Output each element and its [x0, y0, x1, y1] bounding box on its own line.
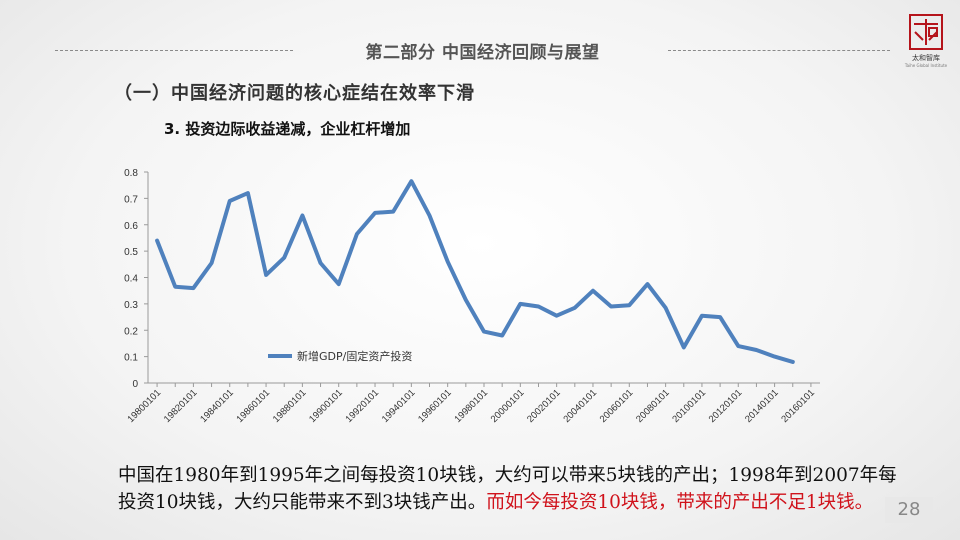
- subtitle-level-1: （一）中国经济问题的核心症结在效率下滑: [114, 83, 475, 104]
- x-tick-label: 20020101: [525, 387, 563, 425]
- y-tick-label: 0.1: [124, 353, 138, 364]
- legend-label: 新增GDP/固定资产投资: [297, 349, 412, 363]
- y-tick-label: 0.2: [124, 326, 138, 337]
- body-text-red: 而如今每投资10块钱，带来的产出不足1块钱。: [486, 492, 874, 513]
- y-tick-label: 0.5: [124, 247, 138, 258]
- subtitle-level-2: 3. 投资边际收益递减，企业杠杆增加: [164, 120, 411, 138]
- logo: 太和智库 Taihe Global Institute: [902, 14, 950, 70]
- logo-seal-icon: [909, 14, 943, 50]
- x-tick-label: 20140101: [743, 387, 781, 425]
- x-tick-label: 19800101: [126, 387, 164, 425]
- header-divider-left: [55, 50, 293, 51]
- x-tick-label: 20040101: [561, 387, 599, 425]
- header-divider-right: [668, 50, 890, 51]
- x-tick-label: 19820101: [162, 387, 200, 425]
- x-tick-label: 19900101: [307, 387, 345, 425]
- x-tick-label: 19960101: [416, 387, 454, 425]
- section-title: 第二部分 中国经济回顾与展望: [365, 43, 600, 63]
- line-chart: 0 0.1 0.2 0.3 0.4 0.5 0.6 0.7 0.8 198001011982010…: [124, 168, 820, 425]
- body-text-black: 中国在1980年到1995年之间每投资10块钱，大约可以带来5块钱的产出；199…: [118, 465, 897, 513]
- x-tick-label: 19980101: [452, 387, 490, 425]
- y-tick-label: 0.6: [124, 221, 138, 232]
- x-tick-label: 20080101: [634, 387, 672, 425]
- x-tick-label: 19840101: [198, 387, 236, 425]
- y-tick-label: 0.8: [124, 168, 138, 179]
- x-tick-label: 20100101: [670, 387, 708, 425]
- body-paragraph: 中国在1980年到1995年之间每投资10块钱，大约可以带来5块钱的产出；199…: [118, 462, 908, 516]
- y-tick-label: 0.4: [124, 274, 138, 285]
- series-line: [155, 179, 795, 364]
- x-tick-label: 19880101: [271, 387, 309, 425]
- y-tick-label: 0: [132, 379, 138, 390]
- x-tick-label: 20060101: [598, 387, 636, 425]
- x-tick-label: 20000101: [489, 387, 527, 425]
- page-number: 28: [885, 497, 933, 523]
- x-tick-label: 19920101: [343, 387, 381, 425]
- y-tick-label: 0.7: [124, 194, 138, 205]
- logo-name: 太和智库: [912, 54, 940, 62]
- x-tick-label: 19860101: [234, 387, 272, 425]
- x-tick-label: 20160101: [779, 387, 817, 425]
- x-tick-label: 19940101: [380, 387, 418, 425]
- logo-subtext: Taihe Global Institute: [904, 63, 948, 68]
- x-tick-label: 20120101: [707, 387, 745, 425]
- y-tick-label: 0.3: [124, 300, 138, 311]
